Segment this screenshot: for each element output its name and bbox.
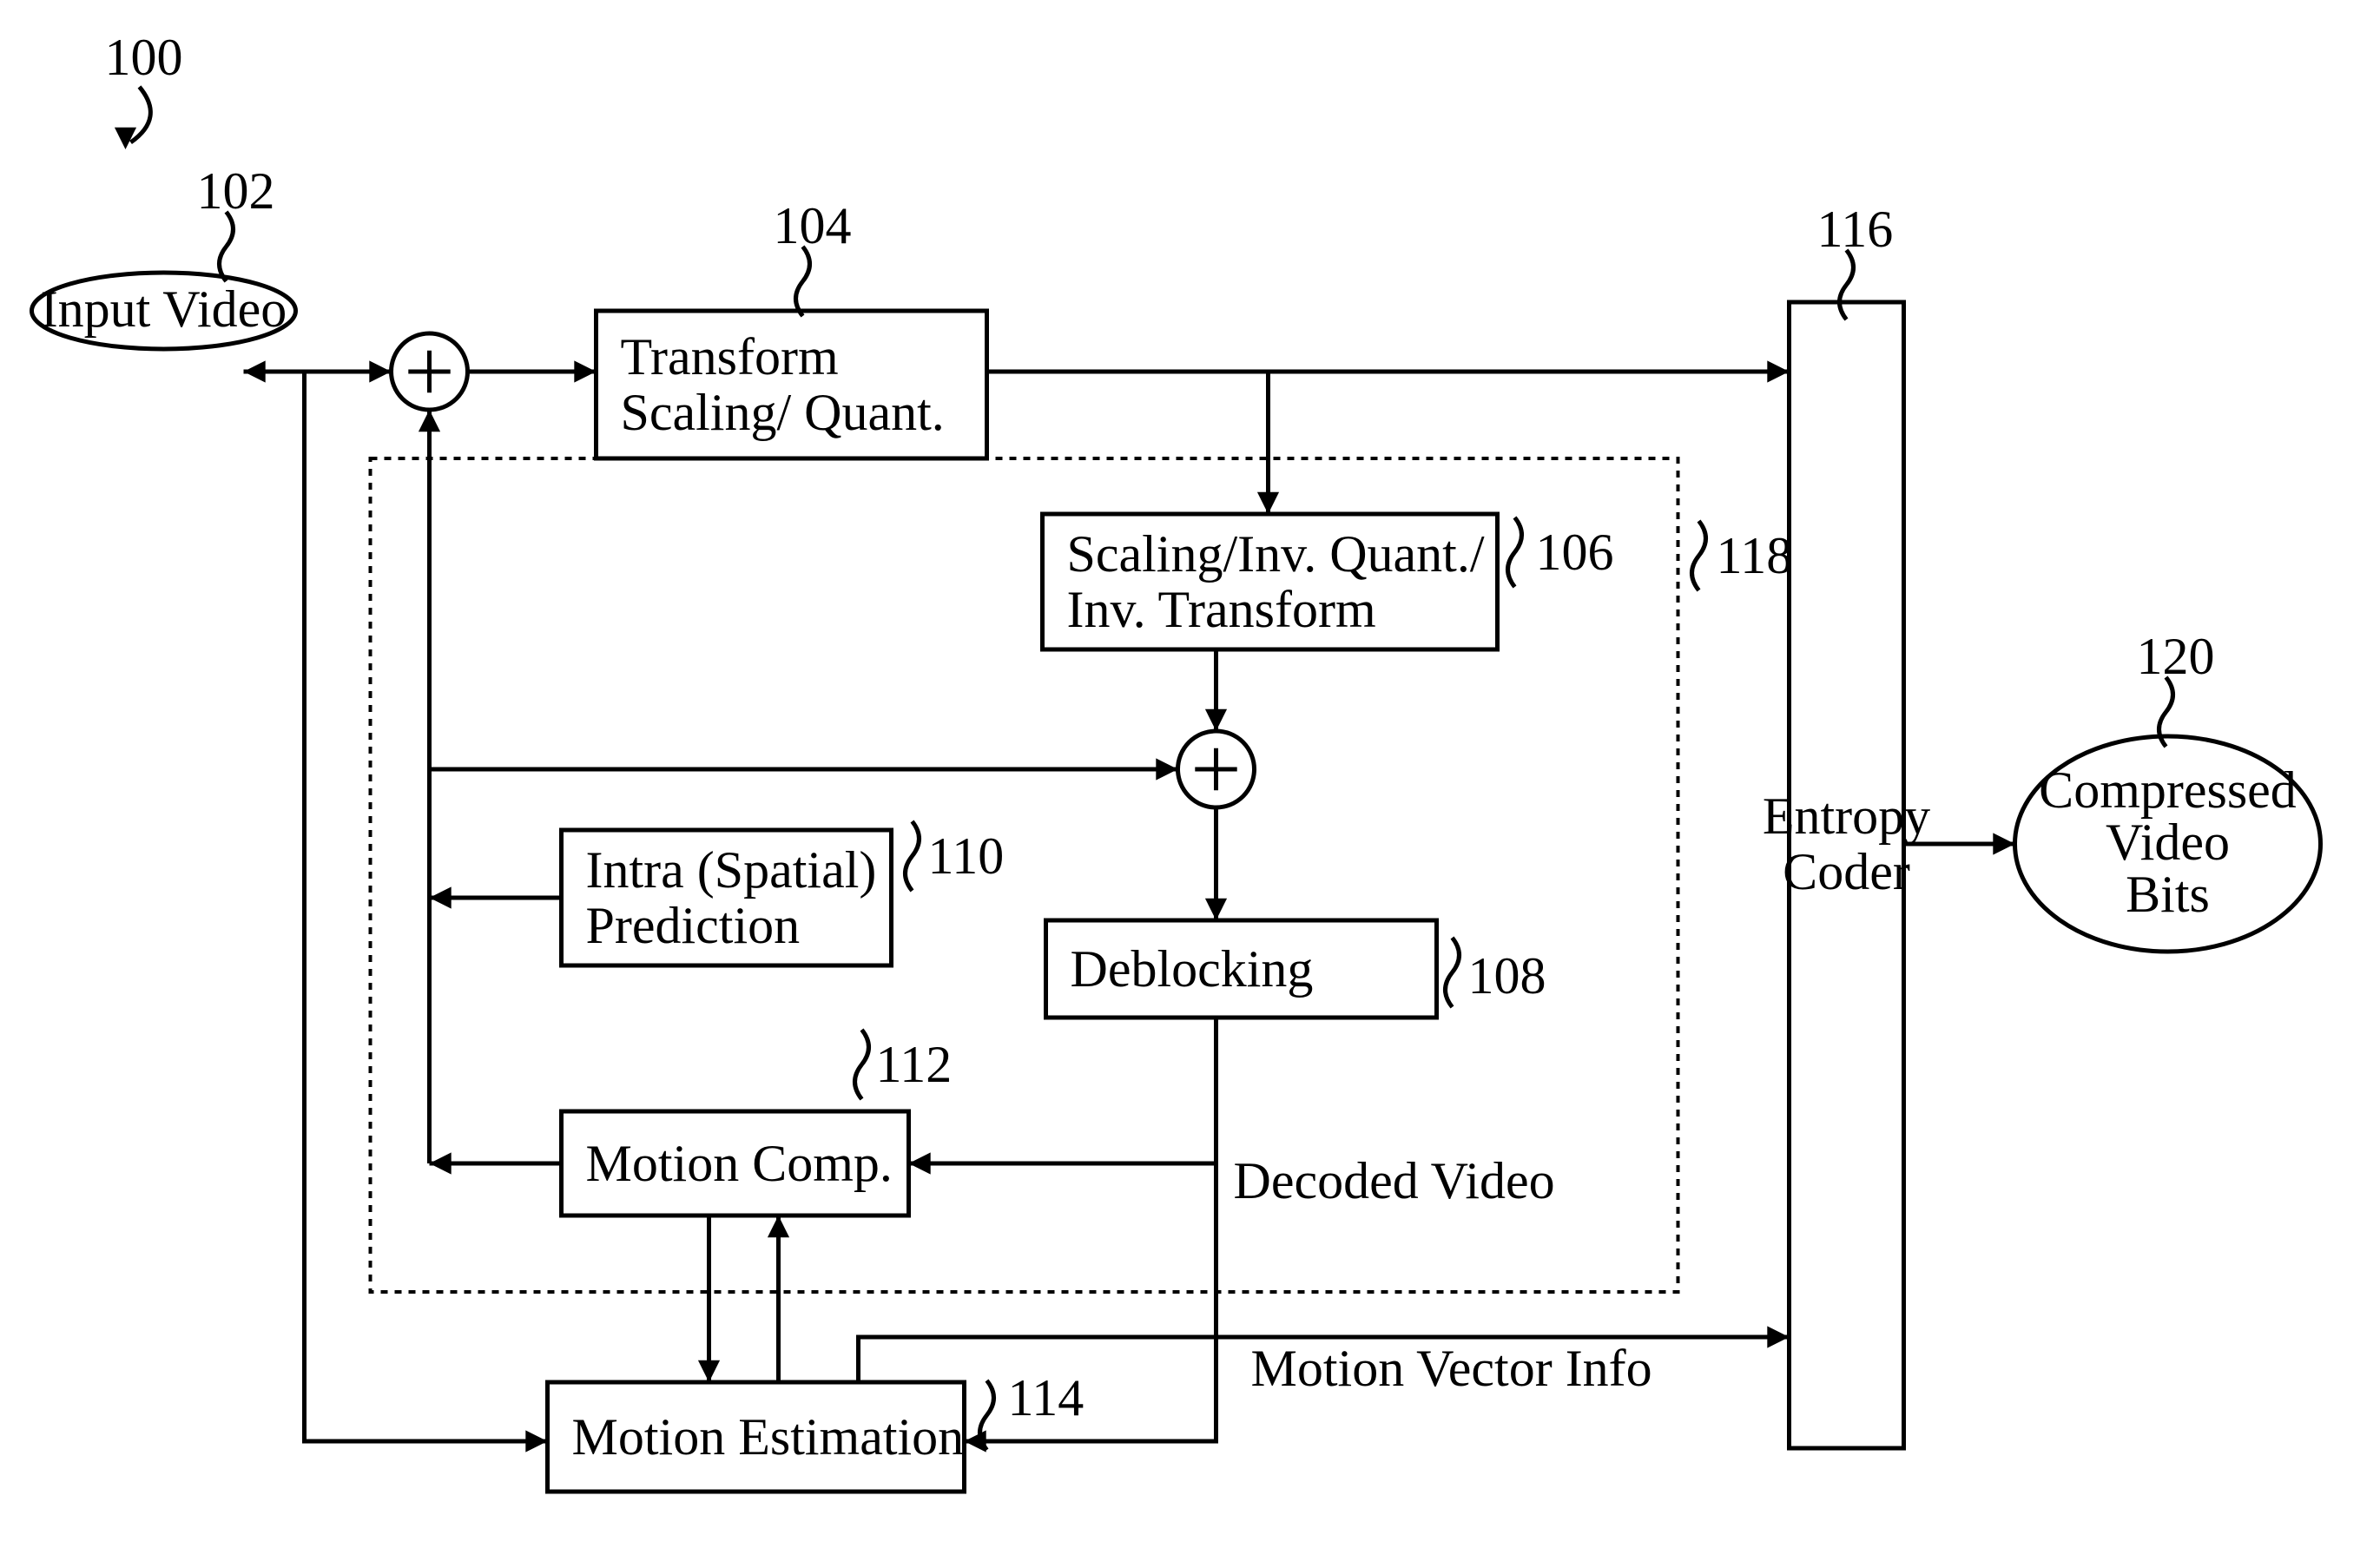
arrowhead — [1156, 758, 1177, 780]
transform-label-1: Scaling/ Quant. — [621, 384, 945, 441]
edge-e_in_me — [305, 372, 548, 1441]
arrowhead — [909, 1152, 931, 1174]
inv_trans-label-0: Scaling/Inv. Quant./ — [1067, 525, 1485, 583]
input_video-label-0: Input Video — [41, 280, 287, 338]
arrowhead — [419, 410, 440, 432]
arrowhead — [1205, 709, 1227, 731]
ref-114: 114 — [1008, 1369, 1085, 1426]
ref-squiggle — [1508, 517, 1522, 587]
ref-squiggle — [906, 821, 920, 891]
output-label-1: Video — [2106, 814, 2230, 871]
ref-squiggle — [1692, 521, 1706, 590]
inv_trans-label-1: Inv. Transform — [1067, 581, 1376, 638]
arrowhead — [430, 1152, 452, 1174]
entropy-label-0: Entropy — [1763, 787, 1930, 845]
ref-108: 108 — [1468, 947, 1546, 1005]
arrowhead — [525, 1430, 547, 1452]
decoded-video-label: Decoded Video — [1234, 1152, 1555, 1209]
entropy-label-1: Coder — [1783, 843, 1910, 900]
ref-102: 102 — [197, 162, 275, 220]
ref-squiggle — [1446, 938, 1460, 1007]
arrowhead — [244, 360, 266, 382]
ref-110: 110 — [928, 827, 1005, 885]
ref-100-curve — [131, 87, 151, 142]
arrowhead — [369, 360, 391, 382]
ref-squiggle — [855, 1030, 869, 1099]
arrowhead — [1993, 833, 2014, 854]
arrowhead — [768, 1216, 789, 1237]
arrowhead — [430, 886, 452, 908]
arrowhead — [1205, 899, 1227, 920]
arrowhead — [1257, 492, 1279, 514]
ref-120: 120 — [2137, 628, 2215, 685]
ref-squiggle — [796, 247, 810, 316]
intra_pred-label-1: Prediction — [586, 897, 801, 954]
arrowhead — [574, 360, 596, 382]
edge-e_deb_down — [965, 1018, 1216, 1441]
arrowhead — [1767, 360, 1789, 382]
ref-116: 116 — [1817, 201, 1894, 258]
output-label-0: Compressed — [2039, 761, 2297, 819]
motion_est-label-0: Motion Estimation — [572, 1408, 965, 1466]
ref-100: 100 — [105, 29, 183, 86]
intra_pred-label-0: Intra (Spatial) — [586, 841, 877, 899]
output-label-2: Bits — [2126, 866, 2210, 923]
ref-112: 112 — [876, 1036, 953, 1093]
transform-label-0: Transform — [621, 328, 839, 385]
motion_comp-label-0: Motion Comp. — [586, 1135, 893, 1192]
arrowhead — [698, 1360, 720, 1382]
ref-104: 104 — [774, 197, 852, 254]
ref-118: 118 — [1717, 527, 1793, 584]
motion-vector-info-label: Motion Vector Info — [1251, 1340, 1652, 1397]
arrowhead — [1767, 1326, 1789, 1347]
ref-106: 106 — [1536, 524, 1614, 581]
deblocking-label-0: Deblocking — [1071, 940, 1314, 998]
ref-squiggle — [220, 212, 234, 281]
